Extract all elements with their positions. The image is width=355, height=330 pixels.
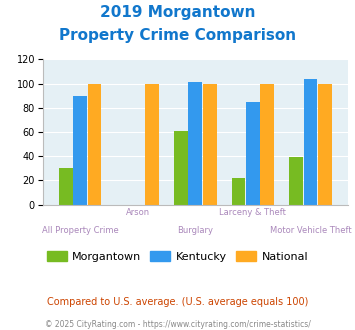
Bar bbox=[88, 83, 102, 205]
Bar bbox=[304, 79, 317, 205]
Bar bbox=[189, 82, 202, 205]
Text: Arson: Arson bbox=[126, 208, 150, 217]
Bar bbox=[289, 157, 303, 205]
Bar bbox=[203, 83, 217, 205]
Text: © 2025 CityRating.com - https://www.cityrating.com/crime-statistics/: © 2025 CityRating.com - https://www.city… bbox=[45, 320, 310, 329]
Text: Larceny & Theft: Larceny & Theft bbox=[219, 208, 286, 217]
Bar bbox=[59, 168, 72, 205]
Text: Motor Vehicle Theft: Motor Vehicle Theft bbox=[270, 226, 351, 235]
Bar bbox=[73, 96, 87, 205]
Bar bbox=[318, 83, 332, 205]
Text: Compared to U.S. average. (U.S. average equals 100): Compared to U.S. average. (U.S. average … bbox=[47, 297, 308, 307]
Bar bbox=[174, 131, 188, 205]
Text: 2019 Morgantown: 2019 Morgantown bbox=[100, 5, 255, 20]
Text: Property Crime Comparison: Property Crime Comparison bbox=[59, 28, 296, 43]
Text: Burglary: Burglary bbox=[177, 226, 213, 235]
Legend: Morgantown, Kentucky, National: Morgantown, Kentucky, National bbox=[42, 247, 313, 267]
Text: All Property Crime: All Property Crime bbox=[42, 226, 119, 235]
Bar bbox=[260, 83, 274, 205]
Bar bbox=[231, 178, 245, 205]
Bar bbox=[246, 102, 260, 205]
Bar bbox=[145, 83, 159, 205]
